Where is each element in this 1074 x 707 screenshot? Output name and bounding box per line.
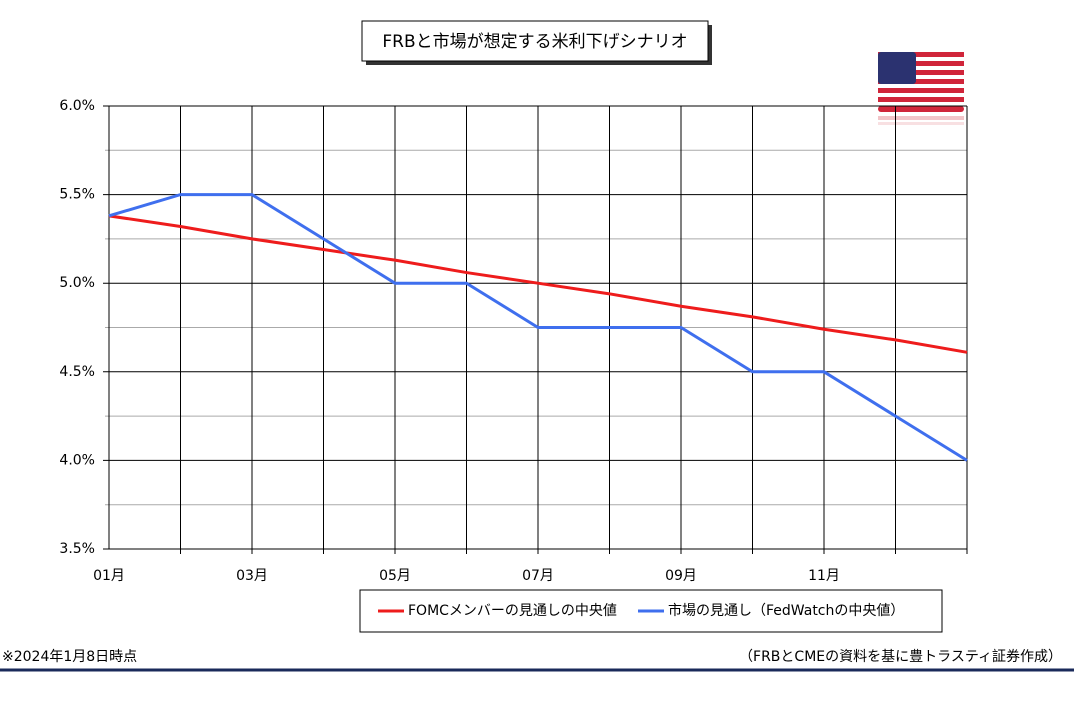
legend-label: 市場の見通し（FedWatchの中央値） <box>668 602 904 619</box>
x-tick-label: 07月 <box>522 568 554 584</box>
note-right: （FRBとCMEの資料を基に豊トラスティ証券作成） <box>739 648 1062 665</box>
x-tick-label: 01月 <box>93 568 125 584</box>
y-tick-label: 5.5% <box>59 187 95 203</box>
series-line <box>108 214 968 354</box>
y-tick-label: 4.0% <box>59 452 95 468</box>
y-tick-label: 4.5% <box>59 364 95 380</box>
us-flag <box>878 52 964 125</box>
note-left: ※2024年1月8日時点 <box>2 649 137 665</box>
legend-label: FOMCメンバーの見通しの中央値 <box>408 603 617 619</box>
y-tick-label: 3.5% <box>59 541 95 557</box>
y-tick-label: 6.0% <box>59 98 95 114</box>
x-tick-label: 03月 <box>236 568 268 584</box>
y-tick-label: 5.0% <box>59 275 95 291</box>
chart-title: FRBと市場が想定する米利下げシナリオ <box>382 32 687 52</box>
series-line <box>108 193 968 462</box>
title-box <box>361 20 709 62</box>
x-tick-label: 09月 <box>665 568 697 584</box>
x-tick-label: 05月 <box>379 568 411 584</box>
x-tick-label: 11月 <box>808 568 840 584</box>
